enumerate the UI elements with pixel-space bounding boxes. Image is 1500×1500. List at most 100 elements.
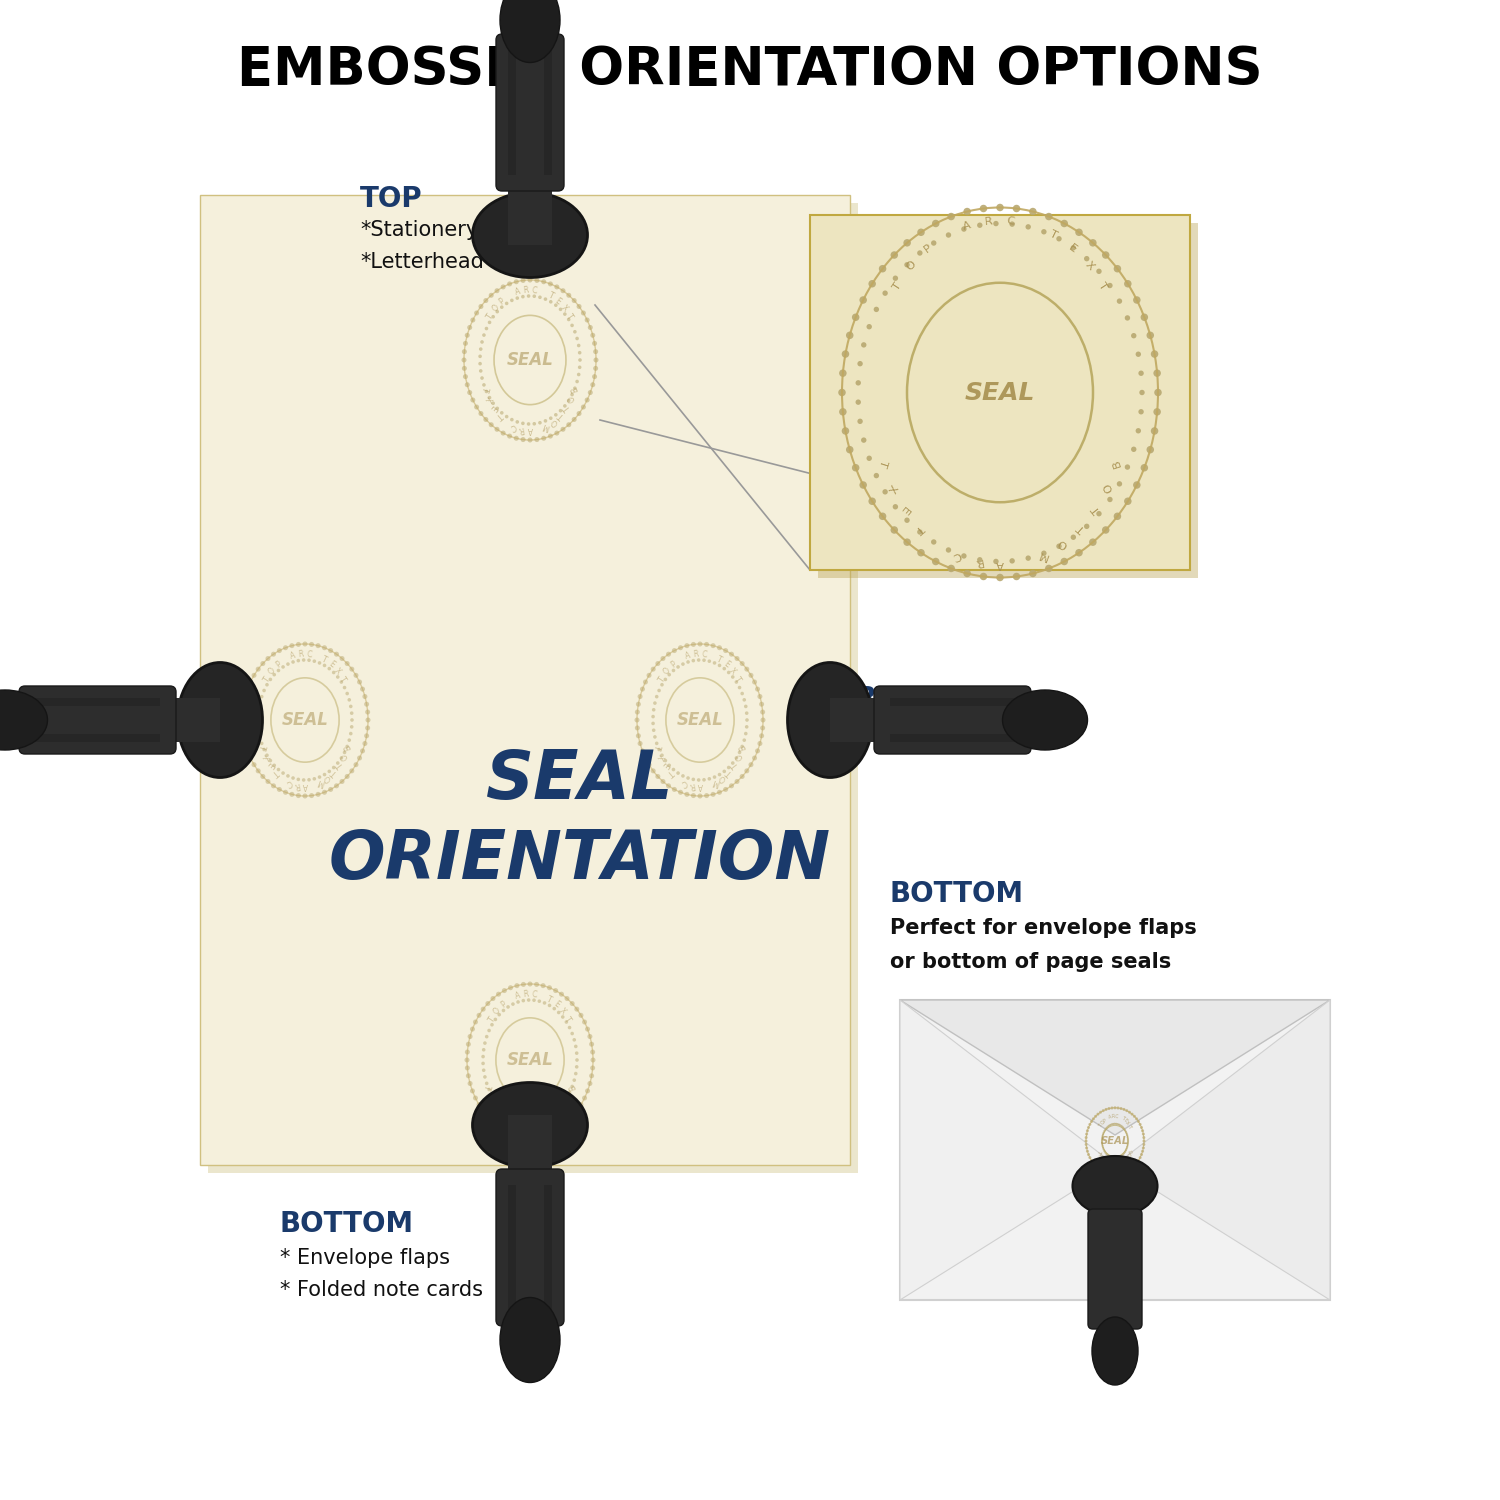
Circle shape <box>1142 1132 1144 1136</box>
Circle shape <box>1143 1136 1146 1138</box>
Circle shape <box>976 556 982 562</box>
Circle shape <box>932 540 936 544</box>
Circle shape <box>296 794 302 798</box>
Circle shape <box>678 645 682 650</box>
Circle shape <box>1107 496 1113 502</box>
Circle shape <box>478 348 483 351</box>
Circle shape <box>286 663 290 666</box>
Circle shape <box>1138 1156 1142 1160</box>
Circle shape <box>322 645 327 650</box>
Circle shape <box>339 778 345 784</box>
Circle shape <box>711 792 716 796</box>
Ellipse shape <box>472 1083 588 1167</box>
Circle shape <box>717 645 722 650</box>
Circle shape <box>260 694 264 699</box>
Circle shape <box>483 298 489 303</box>
Circle shape <box>585 398 590 402</box>
Circle shape <box>573 1038 576 1041</box>
Circle shape <box>652 702 657 705</box>
Circle shape <box>484 327 489 330</box>
Circle shape <box>708 777 711 780</box>
Circle shape <box>538 422 542 424</box>
Text: P: P <box>500 999 508 1010</box>
Circle shape <box>1089 1124 1092 1126</box>
Text: O: O <box>904 260 918 273</box>
Circle shape <box>345 662 350 666</box>
Circle shape <box>1146 332 1154 339</box>
Circle shape <box>354 762 358 766</box>
Circle shape <box>266 778 270 784</box>
Text: T: T <box>716 654 723 664</box>
Circle shape <box>704 642 710 646</box>
Circle shape <box>576 304 582 309</box>
Circle shape <box>1101 1137 1104 1138</box>
Circle shape <box>1108 1125 1110 1126</box>
Circle shape <box>1126 1144 1128 1146</box>
Circle shape <box>1125 315 1130 321</box>
Circle shape <box>858 419 862 424</box>
Text: * Book page: * Book page <box>855 720 982 740</box>
Circle shape <box>506 416 509 419</box>
Circle shape <box>1125 1149 1126 1152</box>
Circle shape <box>554 1126 558 1132</box>
Circle shape <box>514 982 519 988</box>
FancyBboxPatch shape <box>496 1168 564 1326</box>
Circle shape <box>478 369 483 372</box>
Circle shape <box>1010 558 1016 564</box>
Text: A: A <box>698 782 702 790</box>
Circle shape <box>861 438 867 442</box>
Circle shape <box>1084 1143 1088 1146</box>
Circle shape <box>303 642 307 646</box>
Text: T: T <box>480 386 489 393</box>
Circle shape <box>579 1013 584 1019</box>
Circle shape <box>507 433 512 438</box>
Circle shape <box>580 310 586 315</box>
Circle shape <box>488 1088 490 1092</box>
Circle shape <box>1107 1125 1108 1128</box>
Circle shape <box>651 716 656 718</box>
Circle shape <box>350 768 354 774</box>
Circle shape <box>744 732 747 735</box>
Bar <box>509 1185 516 1310</box>
Text: C: C <box>700 650 706 658</box>
Circle shape <box>1096 1113 1100 1116</box>
Circle shape <box>1094 1164 1096 1167</box>
Circle shape <box>681 774 684 777</box>
Circle shape <box>360 687 364 692</box>
Circle shape <box>510 298 513 302</box>
Circle shape <box>555 285 560 290</box>
Circle shape <box>744 666 750 672</box>
Circle shape <box>591 382 596 387</box>
Circle shape <box>312 660 316 663</box>
Circle shape <box>255 768 261 774</box>
Circle shape <box>278 788 282 792</box>
Circle shape <box>290 644 294 648</box>
Text: T: T <box>652 744 662 752</box>
Text: O: O <box>1100 1120 1106 1126</box>
Text: R: R <box>522 285 530 296</box>
Circle shape <box>839 408 846 416</box>
Circle shape <box>480 340 484 344</box>
Polygon shape <box>1114 1000 1330 1300</box>
Bar <box>160 698 220 742</box>
Circle shape <box>506 302 509 304</box>
Text: T: T <box>666 766 675 777</box>
Ellipse shape <box>500 0 560 63</box>
Circle shape <box>1126 1136 1128 1138</box>
Circle shape <box>500 411 504 414</box>
Circle shape <box>558 410 562 413</box>
Circle shape <box>852 464 859 471</box>
Circle shape <box>554 303 558 307</box>
Circle shape <box>532 422 536 426</box>
Circle shape <box>576 411 582 416</box>
Circle shape <box>1120 1125 1124 1128</box>
Circle shape <box>244 748 250 753</box>
Circle shape <box>520 982 526 987</box>
Text: C: C <box>1107 1161 1112 1167</box>
Circle shape <box>1114 1124 1118 1125</box>
Circle shape <box>486 1114 490 1119</box>
Circle shape <box>846 332 853 339</box>
Bar <box>209 202 858 1173</box>
Circle shape <box>291 776 296 780</box>
Text: A: A <box>513 288 520 297</box>
